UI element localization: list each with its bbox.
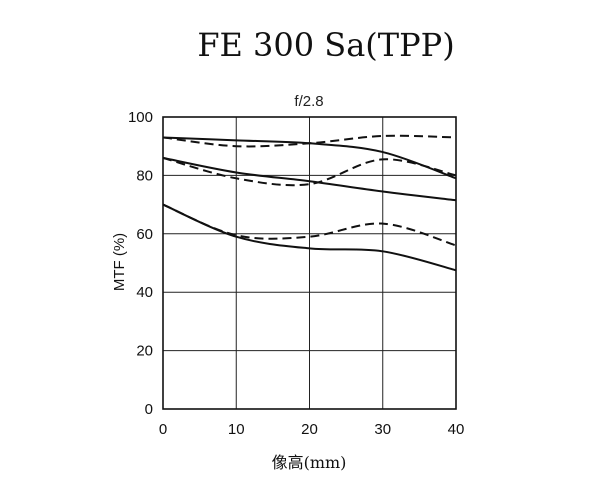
- x-tick-labels: 0 10 20 30 40: [159, 421, 465, 438]
- y-tick-label: 80: [136, 167, 153, 184]
- dashed-mtf-line-6: [162, 203, 457, 247]
- x-tick-label: 30: [374, 421, 391, 438]
- y-tick-label: 20: [136, 343, 153, 360]
- solid-mtf-line-5: [162, 203, 457, 272]
- chart-subtitle: f/2.8: [294, 93, 323, 110]
- x-tick-label: 10: [228, 421, 245, 438]
- y-tick-label: 0: [145, 401, 153, 418]
- dashed-mtf-line-2: [162, 134, 457, 148]
- y-tick-labels: 0 20 40 60 80 100: [128, 109, 153, 418]
- plot-frame: [162, 116, 457, 410]
- series-lines: [162, 134, 457, 272]
- y-tick-label: 100: [128, 109, 153, 126]
- x-tick-label: 40: [448, 421, 465, 438]
- y-axis-label: MTF (%): [111, 233, 128, 291]
- x-axis-label: 像高(mm): [272, 453, 347, 472]
- chart-title: FE 300 Sa(TPP): [197, 26, 454, 64]
- y-tick-label: 40: [136, 284, 153, 301]
- y-tick-label: 60: [136, 226, 153, 243]
- x-tick-label: 20: [301, 421, 318, 438]
- x-tick-label: 0: [159, 421, 167, 438]
- solid-mtf-line-3: [162, 156, 457, 202]
